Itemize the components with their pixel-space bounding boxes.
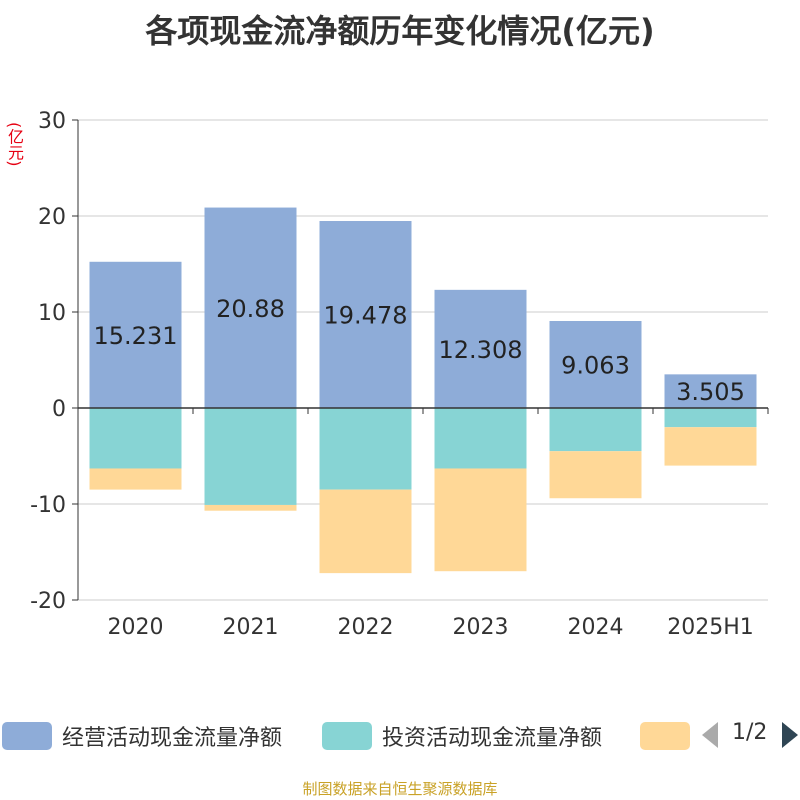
bar-2024-series-0 bbox=[549, 320, 642, 408]
bar-2020-series-0 bbox=[89, 261, 182, 408]
data-label-2025H1: 3.505 bbox=[676, 378, 745, 406]
bar-2021-series-1 bbox=[204, 408, 297, 505]
y-tick-label: 10 bbox=[38, 301, 66, 326]
legend-label-investing: 投资活动现金流量净额 bbox=[382, 726, 603, 751]
bar-2020-series-2 bbox=[89, 468, 182, 490]
triangle-left-icon[interactable] bbox=[700, 720, 720, 750]
legend-item-operating[interactable]: 经营活动现金流量净额 bbox=[2, 718, 312, 751]
bar-2022-series-1 bbox=[319, 408, 412, 490]
bar-2022-series-2 bbox=[319, 489, 412, 574]
legend: 经营活动现金流量净额 投资活动现金流量净额 1/2 bbox=[0, 714, 800, 754]
legend-swatch-investing bbox=[322, 722, 372, 750]
bar-2023-series-0 bbox=[434, 289, 527, 408]
bar-2021-series-2 bbox=[204, 504, 297, 511]
y-axis-unit: (亿元) bbox=[5, 122, 24, 167]
x-tick-label-2025H1: 2025H1 bbox=[667, 615, 754, 640]
legend-swatch-operating bbox=[2, 722, 52, 750]
y-tick-label: 30 bbox=[38, 109, 66, 134]
bar-2021-series-0 bbox=[204, 207, 297, 408]
x-tick-label-2020: 2020 bbox=[108, 615, 164, 640]
data-label-2021: 20.88 bbox=[216, 295, 285, 323]
bar-2022-series-0 bbox=[319, 221, 412, 408]
data-label-2020: 15.231 bbox=[94, 322, 178, 350]
legend-page-indicator: 1/2 bbox=[732, 720, 768, 745]
bar-2024-series-1 bbox=[549, 408, 642, 452]
y-tick-label: 0 bbox=[52, 397, 66, 422]
bar-2025H1-series-2 bbox=[664, 427, 757, 466]
legend-item-financing[interactable] bbox=[640, 718, 690, 750]
data-label-2024: 9.063 bbox=[561, 351, 630, 379]
chart-title: 各项现金流净额历年变化情况(亿元) bbox=[145, 12, 655, 50]
bar-2025H1-series-1 bbox=[664, 408, 757, 428]
x-tick-label-2021: 2021 bbox=[223, 615, 279, 640]
x-tick-label-2024: 2024 bbox=[568, 615, 624, 640]
x-tick-label-2023: 2023 bbox=[453, 615, 509, 640]
y-tick-label: 20 bbox=[38, 205, 66, 230]
cash-flow-chart: 30 20 10 0 -10 -20 15.231 20.88 19.478 12.308 9.06… bbox=[30, 109, 769, 640]
y-tick-label: -20 bbox=[30, 589, 66, 614]
legend-label-operating: 经营活动现金流量净额 bbox=[62, 726, 283, 751]
bar-2020-series-1 bbox=[89, 408, 182, 469]
bar-2024-series-2 bbox=[549, 451, 642, 499]
legend-pager: 1/2 bbox=[700, 718, 800, 750]
data-source-footer: 制图数据来自恒生聚源数据库 bbox=[302, 780, 498, 798]
bar-2023-series-1 bbox=[434, 408, 527, 469]
y-tick-label: -10 bbox=[30, 493, 66, 518]
data-label-2023: 12.308 bbox=[439, 336, 523, 364]
x-tick-label-2022: 2022 bbox=[338, 615, 394, 640]
legend-item-investing[interactable]: 投资活动现金流量净额 bbox=[322, 718, 632, 751]
legend-swatch-financing bbox=[640, 722, 690, 750]
bar-2023-series-2 bbox=[434, 468, 527, 572]
data-label-2022: 19.478 bbox=[324, 302, 408, 330]
bar-2025H1-series-0 bbox=[664, 374, 757, 408]
triangle-right-icon[interactable] bbox=[780, 720, 800, 750]
